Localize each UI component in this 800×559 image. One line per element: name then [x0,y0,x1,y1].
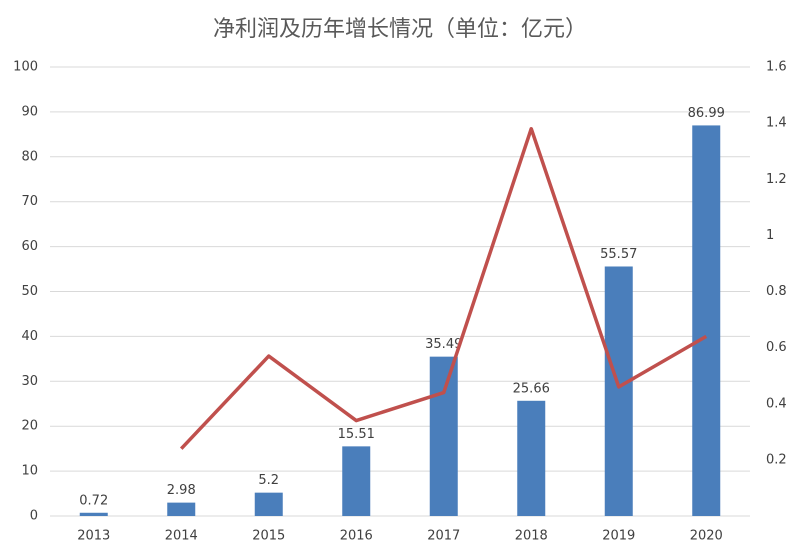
bar [342,446,371,516]
data-label: 15.51 [338,427,375,442]
bar [254,492,283,516]
y-tick-label: 60 [21,239,38,254]
data-label: 86.99 [688,106,725,121]
y-tick-label: 100 [13,60,38,75]
bar [429,356,458,516]
y2-tick-label: 0.6 [766,340,787,355]
y-tick-label: 10 [21,464,38,479]
y2-tick-label: 1 [766,228,774,243]
bar [79,512,108,516]
y2-tick-label: 1.4 [766,116,787,131]
bar [692,125,721,516]
y-tick-label: 30 [21,374,38,389]
y2-tick-label: 1.6 [766,60,787,75]
y2-tick-label: 0.8 [766,284,787,299]
y-tick-label: 40 [21,329,38,344]
y2-tick-label: 0.2 [766,452,787,467]
chart-title: 净利润及历年增长情况（单位：亿元） [213,17,587,42]
bar [167,502,196,516]
line [179,126,708,450]
x-tick-label: 2019 [602,529,635,544]
x-tick-label: 2017 [427,529,460,544]
x-tick-label: 2020 [690,529,723,544]
y-tick-label: 0 [30,509,38,524]
y-tick-label: 70 [21,194,38,209]
y2-tick-label: 1.2 [766,172,787,187]
bar [517,400,546,516]
bar [604,266,633,516]
y-tick-label: 80 [21,149,38,164]
x-tick-label: 2013 [77,529,110,544]
data-label: 2.98 [167,483,196,498]
x-tick-label: 2015 [252,529,285,544]
y-tick-label: 90 [21,104,38,119]
x-tick-label: 2014 [165,529,198,544]
x-tick-label: 2016 [340,529,373,544]
data-label: 35.49 [425,337,462,352]
data-label: 25.66 [513,381,550,396]
y-tick-label: 20 [21,419,38,434]
y-tick-label: 50 [21,284,38,299]
x-tick-label: 2018 [515,529,548,544]
data-label: 55.57 [600,247,637,262]
y2-tick-label: 0.4 [766,396,787,411]
data-label: 0.72 [79,493,108,508]
data-label: 5.2 [258,473,279,488]
